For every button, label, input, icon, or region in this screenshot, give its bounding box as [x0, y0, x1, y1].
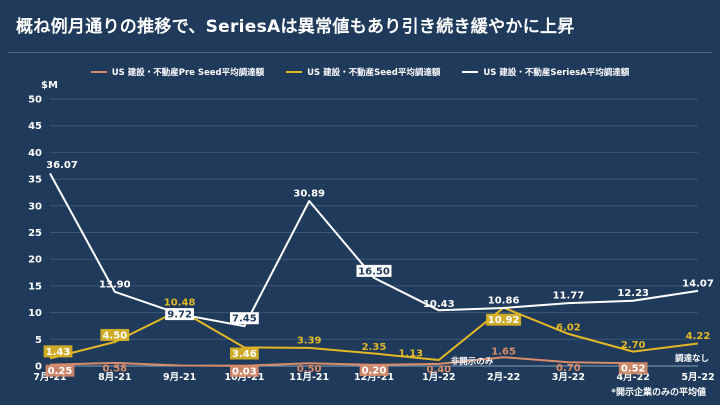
seed-data-label: 2.70 [621, 340, 646, 351]
seed-data-label: 2.35 [362, 342, 387, 353]
x-tick-label: 8月-21 [98, 372, 131, 383]
data-label-box [230, 312, 259, 325]
seriesa-data-label: 10.86 [488, 296, 520, 307]
preseed-data-label: 0.40 [426, 364, 451, 375]
seriesa-data-label: 16.50 [358, 266, 390, 277]
legend-swatch-preseed [90, 71, 107, 73]
seed-data-label: 1.13 [398, 348, 423, 359]
seed-data-label: 10.92 [488, 315, 520, 326]
seriesa-data-label: 30.89 [293, 189, 325, 200]
y-tick-label: 25 [28, 228, 42, 239]
y-tick-label: 15 [28, 281, 42, 292]
legend-label-seriesa: US 建設・不動産SeriesA平均調達額 [483, 68, 630, 78]
y-tick-label: 20 [28, 255, 42, 266]
x-tick-label: 10月-21 [224, 372, 264, 383]
x-tick-label: 9月-21 [163, 372, 196, 383]
preseed-data-label: 0.25 [48, 366, 73, 377]
seriesa-data-label: 7.45 [232, 314, 257, 325]
x-tick-label: 2月-22 [487, 372, 520, 383]
seed-data-label: 3.39 [297, 335, 322, 346]
data-label-box [356, 264, 392, 277]
preseed-data-label: 0.70 [556, 363, 581, 374]
data-label-box [45, 364, 75, 377]
seed-data-label: 1.43 [46, 347, 71, 358]
y-tick-label: 30 [28, 201, 42, 212]
chart-legend: US 建設・不動産Pre Seed平均調達額 US 建設・不動産Seed平均調達… [0, 66, 720, 78]
seed-data-label: 3.46 [232, 349, 257, 360]
preseed-data-label: 0.03 [232, 366, 257, 377]
legend-label-preseed: US 建設・不動産Pre Seed平均調達額 [111, 68, 265, 78]
x-tick-label: 1月-22 [422, 372, 455, 383]
y-tick-label: 35 [28, 175, 42, 186]
legend-item-seriesa: US 建設・不動産SeriesA平均調達額 [462, 66, 629, 78]
y-axis-unit: $M [41, 80, 58, 91]
y-tick-label: 0 [35, 362, 42, 373]
data-label-box [359, 363, 389, 376]
legend-swatch-seriesa [462, 71, 479, 73]
y-tick-label: 5 [35, 335, 42, 346]
preseed-data-label: 0.58 [102, 363, 127, 374]
data-label-box [230, 364, 259, 377]
footnote: *開示企業のみの平均値 [611, 388, 706, 398]
legend-swatch-seed [286, 71, 303, 73]
seed-data-label: 6.02 [556, 322, 581, 333]
data-label-box [100, 328, 130, 341]
x-tick-label: 11月-21 [289, 372, 329, 383]
y-tick-label: 10 [28, 308, 42, 319]
seed-data-label: 4.22 [686, 331, 711, 342]
data-label-box [230, 347, 259, 360]
preseed-data-label: 0.20 [362, 365, 387, 376]
seriesa-data-label: 14.07 [682, 278, 714, 289]
seed-line [49, 306, 699, 361]
data-label-box [43, 345, 73, 358]
seed-data-label: 4.50 [102, 330, 127, 341]
x-tick-label: 5月-22 [681, 372, 714, 383]
seriesa-data-label: 9.72 [167, 310, 192, 321]
x-tick-label: 3月-22 [552, 372, 585, 383]
data-label-box [165, 308, 194, 321]
page-title: 概ね例月通りの推移で、SeriesAは異常値もあり引き続き緩やかに上昇 [16, 17, 575, 37]
seriesa-data-label: 36.07 [46, 160, 78, 171]
legend-label-seed: US 建設・不動産Seed平均調達額 [307, 68, 441, 78]
data-label-box [486, 313, 522, 326]
data-label-box [618, 362, 648, 375]
seriesa-data-label: 10.43 [423, 299, 455, 310]
preseed-data-label: 1.65 [491, 347, 516, 358]
seriesa-line [49, 172, 699, 328]
seed-data-label: 10.48 [164, 298, 196, 309]
title-divider [8, 52, 712, 53]
y-tick-label: 40 [28, 148, 42, 159]
legend-item-seed: US 建設・不動産Seed平均調達額 [286, 66, 440, 78]
x-tick-label: 7月-21 [33, 372, 66, 383]
annotation-no-funding: 調達なし [675, 353, 709, 364]
seriesa-data-label: 12.23 [617, 288, 649, 299]
annotation-non-disclosed: 非開示のみ [451, 356, 494, 367]
seriesa-data-label: 13.90 [99, 279, 131, 290]
seriesa-data-label: 11.77 [553, 291, 585, 302]
preseed-data-label: 0.52 [621, 364, 646, 375]
x-tick-label: 12月-21 [354, 372, 394, 383]
x-tick-label: 4月-22 [617, 372, 650, 383]
legend-item-preseed: US 建設・不動産Pre Seed平均調達額 [90, 66, 265, 78]
y-tick-label: 50 [28, 95, 42, 106]
preseed-data-label: 0.50 [297, 364, 322, 375]
preseed-line [49, 356, 634, 367]
y-tick-label: 45 [28, 121, 42, 132]
